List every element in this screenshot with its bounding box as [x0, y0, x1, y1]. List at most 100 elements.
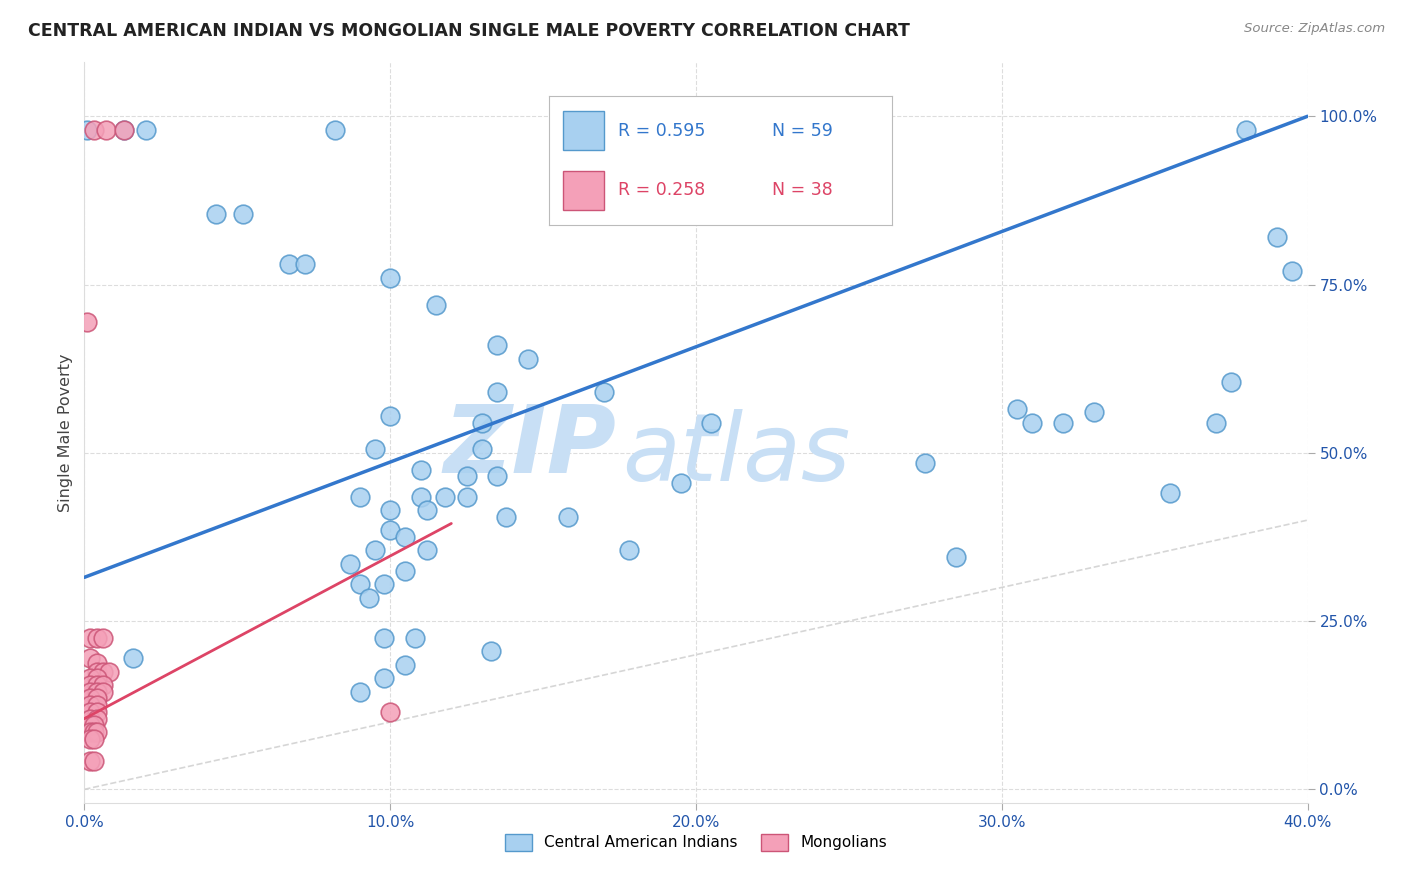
Point: [339, 557, 361, 571]
Legend: Central American Indians, Mongolians: Central American Indians, Mongolians: [505, 834, 887, 851]
Point: [86, 656, 108, 670]
Point: [700, 416, 723, 430]
Point: [1205, 416, 1227, 430]
Point: [112, 122, 135, 136]
Point: [1236, 122, 1258, 136]
Point: [373, 671, 395, 685]
Point: [91, 678, 114, 692]
Point: [79, 678, 101, 692]
Point: [112, 122, 135, 136]
Point: [617, 543, 640, 558]
Point: [1265, 230, 1288, 244]
Point: [349, 685, 371, 699]
Point: [205, 207, 228, 221]
Point: [349, 490, 371, 504]
Point: [79, 691, 101, 706]
Point: [349, 577, 371, 591]
Point: [394, 564, 416, 578]
Point: [380, 523, 402, 537]
Point: [479, 644, 502, 658]
Point: [86, 705, 108, 719]
Point: [495, 509, 517, 524]
Point: [409, 462, 432, 476]
Point: [323, 122, 346, 136]
Point: [83, 754, 105, 768]
Point: [425, 298, 447, 312]
Point: [86, 698, 108, 713]
Point: [79, 685, 101, 699]
Point: [79, 754, 101, 768]
Point: [486, 338, 509, 352]
Point: [486, 385, 509, 400]
Point: [1281, 264, 1303, 278]
Point: [409, 490, 432, 504]
Point: [278, 257, 301, 271]
Point: [86, 678, 108, 692]
Point: [94, 122, 117, 136]
Point: [914, 456, 936, 470]
Point: [557, 509, 579, 524]
Point: [394, 530, 416, 544]
Point: [416, 543, 439, 558]
Point: [1220, 375, 1243, 389]
Point: [79, 718, 101, 732]
Point: [434, 490, 457, 504]
Text: CENTRAL AMERICAN INDIAN VS MONGOLIAN SINGLE MALE POVERTY CORRELATION CHART: CENTRAL AMERICAN INDIAN VS MONGOLIAN SIN…: [28, 22, 910, 40]
Point: [945, 550, 967, 565]
Point: [456, 490, 478, 504]
Point: [456, 469, 478, 483]
Point: [232, 207, 254, 221]
Point: [380, 409, 402, 423]
Point: [83, 718, 105, 732]
Point: [83, 731, 105, 746]
Point: [91, 665, 114, 679]
Point: [364, 543, 387, 558]
Point: [471, 442, 494, 457]
Point: [86, 671, 108, 685]
Point: [86, 691, 108, 706]
Point: [380, 503, 402, 517]
Point: [593, 385, 616, 400]
Point: [76, 315, 98, 329]
Point: [79, 651, 101, 665]
Point: [1083, 405, 1105, 419]
Point: [83, 725, 105, 739]
Point: [471, 416, 494, 430]
Point: [357, 591, 380, 605]
Point: [373, 577, 395, 591]
Point: [669, 476, 692, 491]
Point: [294, 257, 316, 271]
Point: [516, 351, 538, 366]
Point: [122, 651, 145, 665]
Point: [76, 122, 98, 136]
Point: [97, 665, 120, 679]
Point: [380, 270, 402, 285]
Point: [83, 122, 105, 136]
Point: [79, 698, 101, 713]
Point: [1021, 416, 1043, 430]
Point: [79, 725, 101, 739]
Point: [135, 122, 157, 136]
Point: [1159, 486, 1181, 500]
Point: [404, 631, 426, 645]
Point: [86, 665, 108, 679]
Point: [807, 122, 830, 136]
Text: atlas: atlas: [623, 409, 851, 500]
Point: [416, 503, 439, 517]
Point: [86, 725, 108, 739]
Point: [364, 442, 387, 457]
Point: [86, 712, 108, 726]
Point: [373, 631, 395, 645]
Point: [86, 631, 108, 645]
Text: ZIP: ZIP: [443, 401, 616, 493]
Point: [91, 631, 114, 645]
Point: [1052, 416, 1074, 430]
Point: [79, 671, 101, 685]
Point: [79, 712, 101, 726]
Point: [91, 685, 114, 699]
Point: [86, 685, 108, 699]
Point: [79, 731, 101, 746]
Y-axis label: Single Male Poverty: Single Male Poverty: [58, 353, 73, 512]
Point: [394, 657, 416, 672]
Point: [1005, 402, 1028, 417]
